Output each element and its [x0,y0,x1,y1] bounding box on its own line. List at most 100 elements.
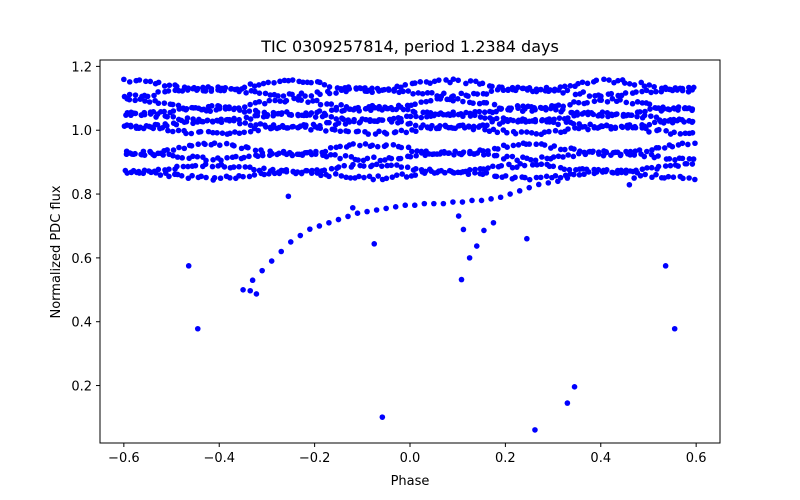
band-point [224,154,230,161]
band-point [170,152,176,159]
band-point [369,162,376,169]
band-point [429,89,435,96]
band-point [302,124,309,130]
band-point [261,171,267,178]
band-point [653,171,659,178]
band-point [142,98,148,104]
band-point [328,107,335,113]
band-point [154,111,161,117]
band-point [383,105,390,112]
band-point [346,106,353,112]
x-tick-label: 0.6 [686,451,707,466]
band-point [255,127,262,134]
band-point [404,164,411,171]
band-point [565,126,571,132]
band-point [407,113,414,120]
band-point [257,121,264,127]
band-point [308,110,315,116]
band-point [500,87,507,94]
band-point [538,86,544,93]
band-point [247,116,254,122]
band-point [550,163,557,170]
band-point [532,116,539,123]
band-point [323,153,330,160]
band-point [170,147,177,153]
band-point [494,86,501,93]
band-point [247,81,254,87]
band-point [500,119,506,125]
band-point [266,97,273,104]
band-point [365,131,372,137]
band-point [179,88,186,94]
band-point [126,91,133,98]
band-point [252,88,258,95]
band-point [431,112,437,119]
band-point [236,88,242,95]
band-point [308,93,315,99]
band-point [236,163,242,170]
band-point [173,121,180,128]
band-point [399,171,406,177]
band-point [571,146,577,152]
band-point [630,168,636,175]
transit-point [297,232,304,239]
band-point [674,117,681,124]
band-point [343,174,349,181]
band-point [557,146,564,153]
band-point [383,131,390,137]
band-point [398,164,405,170]
band-point [375,173,382,179]
band-point [533,174,540,181]
band-point [667,86,674,93]
band-point [463,109,469,116]
band-point [617,151,624,158]
band-point [361,174,367,181]
transit-point [345,213,351,220]
band-point [141,167,148,174]
band-point [643,148,650,155]
band-point [420,109,427,116]
band-point [413,128,419,135]
band-point [169,101,176,108]
band-point [236,130,243,137]
band-point [450,76,457,82]
y-tick-label: 1.2 [71,60,92,75]
band-point [388,119,395,125]
band-point [517,160,523,167]
band-point [164,147,170,153]
band-point [504,153,510,160]
band-point [445,150,452,157]
band-point [679,155,686,162]
x-tick-label: 0.4 [590,451,611,466]
band-point [491,101,498,108]
band-point [369,102,376,109]
band-point [466,167,473,173]
band-point [584,99,590,106]
band-point [169,128,176,135]
band-point [542,104,549,111]
band-point [612,149,619,156]
band-point [359,116,366,122]
band-point [565,152,571,158]
band-point [314,97,320,104]
x-tick-label: −0.4 [203,451,235,466]
band-point [417,79,424,85]
band-point [507,107,513,113]
band-point [576,125,582,132]
band-point [140,125,147,132]
band-point [572,91,579,98]
outlier-point [571,384,578,390]
band-point [590,111,597,118]
band-point [680,175,686,182]
outlier-point [371,241,378,247]
band-point [231,143,237,149]
y-tick-label: 0.4 [71,316,92,331]
band-point [637,172,644,179]
band-point [655,145,662,151]
band-point [674,87,681,93]
band-point [410,91,416,97]
band-point [413,152,419,159]
band-point [350,107,357,113]
band-point [671,129,677,136]
band-point [304,167,310,174]
